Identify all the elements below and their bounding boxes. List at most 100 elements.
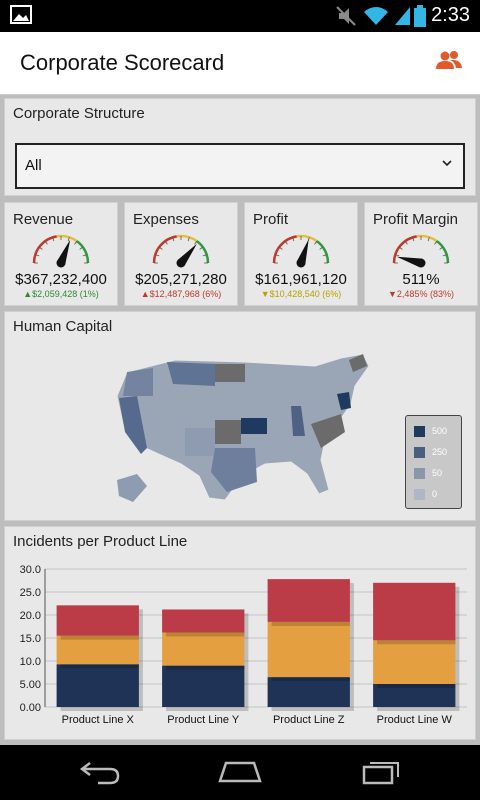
y-tick-label: 30.0 bbox=[20, 564, 41, 576]
gauge-tick bbox=[158, 246, 163, 250]
corporate-structure-title: Corporate Structure bbox=[13, 105, 145, 122]
gauge-tick bbox=[314, 240, 318, 245]
gauge-band bbox=[56, 234, 78, 243]
gauge-tick bbox=[404, 240, 408, 245]
battery-icon bbox=[414, 5, 426, 27]
kpi-value: $161,961,120 bbox=[255, 271, 347, 288]
home-icon[interactable] bbox=[216, 757, 264, 785]
incidents-chart: 0.00 5.00 10.0 15.0 20.0 25.0 30.0 Product Line… bbox=[20, 564, 467, 726]
gauge-hub bbox=[56, 258, 66, 268]
clock: 2:33 bbox=[431, 4, 470, 26]
profit-margin-gauge bbox=[392, 234, 450, 268]
gauge-tick bbox=[439, 246, 444, 250]
page-title: Corporate Scorecard bbox=[20, 50, 225, 75]
gauge-tick bbox=[187, 237, 190, 242]
gauge-band bbox=[196, 240, 210, 264]
recent-apps-icon[interactable] bbox=[360, 757, 404, 785]
bar-segment[interactable] bbox=[373, 582, 456, 641]
profit-gauge bbox=[272, 234, 330, 268]
gauge-tick bbox=[202, 254, 207, 257]
bar-segment[interactable] bbox=[267, 621, 350, 678]
kpi-delta: ▼2,485% (83%) bbox=[388, 289, 454, 299]
gauge-tick bbox=[79, 246, 84, 250]
us-map[interactable] bbox=[115, 352, 375, 502]
human-capital-panel: Human Capital 500 250 50 0 bbox=[4, 311, 476, 521]
kpi-value: 511% bbox=[402, 271, 440, 288]
corporate-structure-panel: Corporate Structure All bbox=[4, 98, 476, 196]
gauge-band bbox=[392, 235, 418, 264]
gauge-needle bbox=[56, 239, 71, 265]
map-legend: 500 250 50 0 bbox=[405, 415, 462, 509]
wifi-icon bbox=[364, 7, 388, 25]
human-capital-title: Human Capital bbox=[13, 318, 113, 335]
back-icon[interactable] bbox=[78, 757, 122, 785]
cell-signal-icon bbox=[395, 7, 410, 25]
gauge-tick bbox=[67, 237, 70, 242]
x-tick-label: Product Line W bbox=[377, 714, 453, 726]
bar-segment[interactable] bbox=[267, 579, 350, 622]
kpi-delta: ▲$2,059,428 (1%) bbox=[23, 289, 99, 299]
gauge-tick bbox=[434, 240, 438, 245]
bar-segment[interactable] bbox=[373, 684, 456, 707]
bar-segment[interactable] bbox=[56, 664, 139, 707]
gauge-tick bbox=[442, 254, 447, 257]
gauge-tick bbox=[322, 254, 327, 257]
gauge-hub bbox=[416, 258, 426, 268]
bar-segment[interactable] bbox=[162, 632, 245, 666]
incidents-title: Incidents per Product Line bbox=[13, 533, 188, 550]
gauge-tick bbox=[74, 240, 78, 245]
users-icon[interactable] bbox=[436, 50, 462, 70]
gauge-band bbox=[152, 235, 178, 264]
gauge-tick bbox=[52, 237, 55, 242]
kpi-value: $367,232,400 bbox=[15, 271, 107, 288]
gauge-hub bbox=[296, 258, 306, 268]
gauge-tick bbox=[172, 237, 175, 242]
gauge-tick bbox=[35, 254, 40, 257]
gauge-band bbox=[272, 235, 298, 264]
gallery-notification-icon bbox=[10, 5, 32, 24]
dashboard: Corporate Structure All Revenue $367,232… bbox=[0, 95, 480, 745]
y-tick-label: 25.0 bbox=[20, 587, 41, 599]
gauge-band bbox=[76, 240, 90, 264]
bar-segment[interactable] bbox=[56, 635, 139, 665]
kpi-card-profit[interactable]: Profit $161,961,120 ▼$10,428,540 (6%) bbox=[244, 202, 358, 306]
gauge-band bbox=[296, 234, 318, 243]
gauge-band bbox=[316, 240, 330, 264]
y-tick-label: 10.0 bbox=[20, 656, 41, 668]
gauge-tick bbox=[194, 240, 198, 245]
incidents-panel: Incidents per Product Line 0.00 5.00 10.0 1… bbox=[4, 526, 476, 740]
gauge-tick bbox=[395, 254, 400, 257]
gauge-tick bbox=[398, 246, 403, 250]
gauge-tick bbox=[427, 237, 430, 242]
gauge-tick bbox=[155, 254, 160, 257]
x-tick-label: Product Line Y bbox=[167, 714, 240, 726]
y-tick-label: 0.00 bbox=[20, 702, 41, 714]
bar-segment[interactable] bbox=[373, 640, 456, 684]
bar-segment[interactable] bbox=[56, 605, 139, 636]
kpi-card-profit-margin[interactable]: Profit Margin 511% ▼2,485% (83%) bbox=[364, 202, 478, 306]
bar-segment[interactable] bbox=[267, 677, 350, 707]
gauge-tick bbox=[164, 240, 168, 245]
revenue-gauge bbox=[32, 234, 90, 268]
mute-icon bbox=[336, 6, 356, 26]
kpi-label: Profit bbox=[253, 211, 289, 228]
kpi-value: $205,271,280 bbox=[135, 271, 227, 288]
kpi-card-revenue[interactable]: Revenue $367,232,400 ▲$2,059,428 (1%) bbox=[4, 202, 118, 306]
kpi-label: Profit Margin bbox=[373, 211, 459, 228]
navigation-bar bbox=[0, 745, 480, 800]
bar-segment[interactable] bbox=[162, 665, 245, 707]
gauge-band bbox=[176, 234, 198, 243]
bar-segment[interactable] bbox=[162, 609, 245, 633]
gauge-tick bbox=[38, 246, 43, 250]
kpi-card-expenses[interactable]: Expenses $205,271,280 ▲$12,487,968 (6%) bbox=[124, 202, 238, 306]
kpi-delta: ▼$10,428,540 (6%) bbox=[260, 289, 342, 299]
gauge-tick bbox=[412, 237, 415, 242]
corporate-structure-select[interactable]: All bbox=[15, 143, 465, 189]
x-tick-label: Product Line X bbox=[62, 714, 135, 726]
gauge-tick bbox=[275, 254, 280, 257]
gauge-needle bbox=[396, 256, 423, 268]
kpi-delta: ▲$12,487,968 (6%) bbox=[140, 289, 222, 299]
gauge-band bbox=[32, 235, 58, 264]
y-tick-label: 15.0 bbox=[20, 633, 41, 645]
gauge-tick bbox=[44, 240, 48, 245]
